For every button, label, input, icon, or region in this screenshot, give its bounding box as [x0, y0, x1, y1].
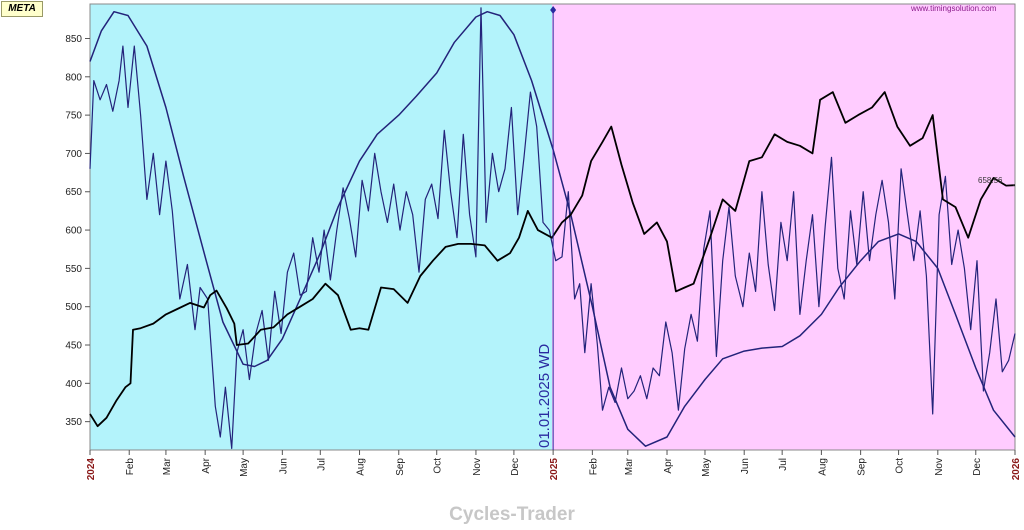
- y-tick-label: 500: [65, 302, 82, 313]
- divider-label: 01.01.2025 WD: [536, 344, 553, 448]
- x-tick-month-label: Dec: [510, 458, 521, 476]
- x-tick-month-label: Nov: [934, 458, 945, 476]
- ticker-badge: META: [1, 1, 43, 17]
- y-axis: 350 400 450 500 550 600 650 700 750 800 850: [65, 34, 90, 428]
- slow-cycle-line: [89, 10, 1016, 447]
- y-tick-label: 400: [65, 379, 82, 390]
- forecast-divider: 01.01.2025 WD: [536, 6, 557, 450]
- divider-marker: [550, 6, 557, 14]
- x-axis: 2024 Feb Mar Apr May Jun Jul Aug Sep Oct Nov Dec 202…: [86, 450, 1022, 480]
- x-tick-month-label: Nov: [472, 458, 483, 476]
- x-tick-month-label: Jul: [316, 458, 327, 471]
- y-tick-label: 750: [65, 111, 82, 122]
- x-tick-month-label: Dec: [972, 458, 983, 476]
- y-tick-label: 850: [65, 34, 82, 45]
- x-tick-month-label: Apr: [663, 457, 674, 473]
- x-tick-month-label: Sep: [395, 458, 406, 476]
- x-tick-month-label: Mar: [624, 457, 635, 475]
- y-tick-label: 650: [65, 187, 82, 198]
- watermark: Cycles-Trader: [449, 504, 575, 525]
- x-tick-month-label: Oct: [895, 458, 906, 474]
- x-tick-month-label: Sep: [857, 458, 868, 476]
- y-tick-label: 700: [65, 149, 82, 160]
- x-tick-month-label: Aug: [356, 458, 367, 476]
- last-price-label: 658.56: [978, 176, 1003, 185]
- history-region: [90, 4, 552, 450]
- y-tick-label: 600: [65, 226, 82, 237]
- x-tick-year-label: 2026: [1011, 458, 1022, 481]
- x-tick-month-label: Jun: [278, 458, 289, 474]
- y-tick-label: 350: [65, 417, 82, 428]
- x-tick-month-label: Oct: [433, 458, 444, 474]
- price-line: [89, 91, 1016, 428]
- forecast-region: [552, 4, 1015, 450]
- y-tick-label: 550: [65, 264, 82, 275]
- x-tick-month-label: Aug: [817, 458, 828, 476]
- series-layer: 658.56: [89, 7, 1016, 450]
- x-tick-year-label: 2025: [549, 458, 560, 481]
- x-tick-month-label: May: [239, 458, 250, 477]
- y-tick-label: 450: [65, 341, 82, 352]
- x-tick-month-label: Mar: [162, 457, 173, 475]
- x-tick-month-label: May: [701, 458, 712, 477]
- x-tick-month-label: Feb: [588, 458, 599, 476]
- plot-frame: [89, 3, 1016, 451]
- x-tick-month-label: Apr: [201, 457, 212, 473]
- x-tick-month-label: Jun: [740, 458, 751, 474]
- x-tick-year-label: 2024: [86, 458, 97, 481]
- fast-cycle-line: [89, 7, 1016, 450]
- y-tick-label: 800: [65, 72, 82, 83]
- x-tick-month-label: Feb: [125, 458, 136, 476]
- x-tick-month-label: Jul: [778, 458, 789, 471]
- website-credit[interactable]: www.timingsolution.com: [911, 4, 997, 13]
